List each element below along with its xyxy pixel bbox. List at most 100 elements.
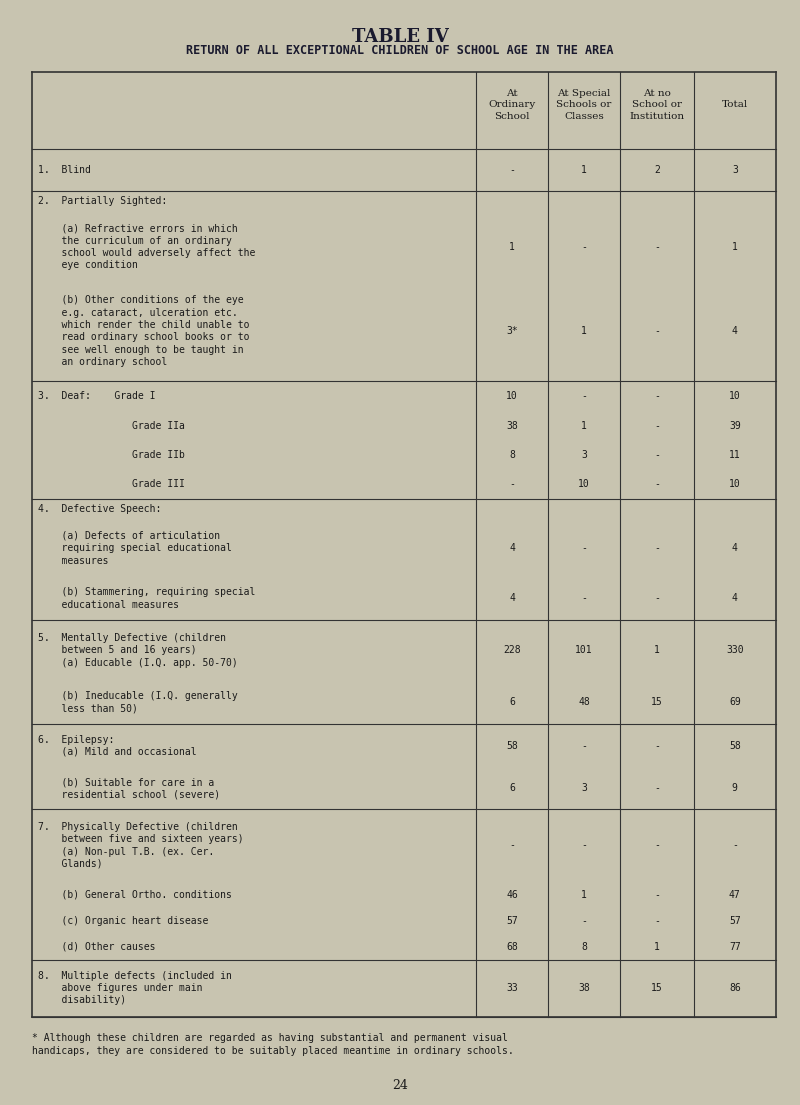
Text: 10: 10 (578, 480, 590, 490)
Text: -: - (581, 841, 587, 851)
Text: 4.  Defective Speech:: 4. Defective Speech: (38, 504, 162, 514)
Text: (d) Other causes: (d) Other causes (38, 941, 156, 951)
Text: 2.  Partially Sighted:: 2. Partially Sighted: (38, 196, 168, 206)
Text: 11: 11 (729, 450, 741, 461)
Text: 1: 1 (581, 421, 587, 431)
Text: 3.  Deaf:    Grade I: 3. Deaf: Grade I (38, 391, 156, 401)
Text: 4: 4 (509, 544, 515, 554)
Text: 4: 4 (732, 544, 738, 554)
Text: At
Ordinary
School: At Ordinary School (488, 88, 536, 122)
Text: At no
School or
Institution: At no School or Institution (630, 88, 684, 122)
Text: 7.  Physically Defective (children
    between five and sixteen years)
    (a) N: 7. Physically Defective (children betwee… (38, 822, 244, 869)
Text: 47: 47 (729, 890, 741, 899)
Text: -: - (654, 391, 660, 401)
Text: -: - (654, 544, 660, 554)
Text: (b) Stammering, requiring special
    educational measures: (b) Stammering, requiring special educat… (38, 587, 256, 610)
Text: RETURN OF ALL EXCEPTIONAL CHILDREN OF SCHOOL AGE IN THE AREA: RETURN OF ALL EXCEPTIONAL CHILDREN OF SC… (186, 44, 614, 57)
Text: TABLE IV: TABLE IV (352, 28, 448, 45)
Text: 228: 228 (503, 645, 521, 655)
Text: (a) Defects of articulation
    requiring special educational
    measures: (a) Defects of articulation requiring sp… (38, 530, 232, 566)
Text: 57: 57 (729, 916, 741, 926)
Text: -: - (654, 890, 660, 899)
Text: -: - (581, 916, 587, 926)
Text: 86: 86 (729, 983, 741, 993)
Text: -: - (509, 841, 515, 851)
Text: 39: 39 (729, 421, 741, 431)
Text: -: - (654, 450, 660, 461)
Text: (a) Refractive errors in which
    the curriculum of an ordinary
    school woul: (a) Refractive errors in which the curri… (38, 223, 256, 271)
Text: (b) Suitable for care in a
    residential school (severe): (b) Suitable for care in a residential s… (38, 777, 221, 800)
Text: -: - (654, 740, 660, 750)
Text: -: - (581, 544, 587, 554)
Text: 330: 330 (726, 645, 744, 655)
Text: 1: 1 (732, 242, 738, 252)
Text: 1: 1 (581, 165, 587, 175)
Text: 38: 38 (506, 421, 518, 431)
Text: 3: 3 (732, 165, 738, 175)
Text: 69: 69 (729, 697, 741, 707)
Text: (b) General Ortho. conditions: (b) General Ortho. conditions (38, 890, 232, 899)
Text: 4: 4 (732, 326, 738, 336)
Text: 1.  Blind: 1. Blind (38, 165, 91, 175)
Text: 8: 8 (581, 941, 587, 951)
Text: 15: 15 (651, 697, 662, 707)
Text: 2: 2 (654, 165, 660, 175)
Text: -: - (732, 841, 738, 851)
Text: -: - (654, 916, 660, 926)
Text: 3*: 3* (506, 326, 518, 336)
Text: 24: 24 (392, 1078, 408, 1092)
Text: At Special
Schools or
Classes: At Special Schools or Classes (556, 88, 612, 122)
Text: Grade IIb: Grade IIb (38, 450, 186, 461)
Text: 15: 15 (651, 983, 662, 993)
Text: -: - (581, 391, 587, 401)
Text: (b) Other conditions of the eye
    e.g. cataract, ulceration etc.
    which ren: (b) Other conditions of the eye e.g. cat… (38, 295, 250, 367)
Text: -: - (654, 242, 660, 252)
Text: 10: 10 (506, 391, 518, 401)
Text: -: - (654, 841, 660, 851)
Text: 101: 101 (575, 645, 593, 655)
Text: 58: 58 (506, 740, 518, 750)
Text: (c) Organic heart disease: (c) Organic heart disease (38, 916, 209, 926)
Text: 48: 48 (578, 697, 590, 707)
Text: 6: 6 (509, 697, 515, 707)
Text: 57: 57 (506, 916, 518, 926)
Text: 4: 4 (509, 593, 515, 603)
Text: -: - (654, 480, 660, 490)
Text: 6.  Epilepsy:
    (a) Mild and occasional: 6. Epilepsy: (a) Mild and occasional (38, 735, 197, 757)
Text: 10: 10 (729, 480, 741, 490)
Text: 5.  Mentally Defective (children
    between 5 and 16 years)
    (a) Educable (I: 5. Mentally Defective (children between … (38, 633, 238, 667)
Text: * Although these children are regarded as having substantial and permanent visua: * Although these children are regarded a… (32, 1033, 514, 1056)
Text: -: - (654, 421, 660, 431)
Text: -: - (581, 593, 587, 603)
Text: 46: 46 (506, 890, 518, 899)
Text: 1: 1 (654, 645, 660, 655)
Text: 3: 3 (581, 450, 587, 461)
Text: 68: 68 (506, 941, 518, 951)
Text: 77: 77 (729, 941, 741, 951)
Text: 58: 58 (729, 740, 741, 750)
Text: 9: 9 (732, 783, 738, 793)
Text: 3: 3 (581, 783, 587, 793)
Text: 1: 1 (509, 242, 515, 252)
Text: 8: 8 (509, 450, 515, 461)
Text: -: - (654, 593, 660, 603)
Text: 6: 6 (509, 783, 515, 793)
Text: 10: 10 (729, 391, 741, 401)
Text: 33: 33 (506, 983, 518, 993)
Text: 1: 1 (581, 326, 587, 336)
Text: (b) Ineducable (I.Q. generally
    less than 50): (b) Ineducable (I.Q. generally less than… (38, 691, 238, 714)
Text: 1: 1 (654, 941, 660, 951)
Text: 4: 4 (732, 593, 738, 603)
Text: Grade IIa: Grade IIa (38, 421, 186, 431)
Text: -: - (654, 326, 660, 336)
Text: Total: Total (722, 101, 748, 109)
Text: Grade III: Grade III (38, 480, 186, 490)
Text: -: - (654, 783, 660, 793)
Text: 1: 1 (581, 890, 587, 899)
Text: -: - (581, 740, 587, 750)
Text: 38: 38 (578, 983, 590, 993)
Text: -: - (581, 242, 587, 252)
Text: -: - (509, 480, 515, 490)
Text: 8.  Multiple defects (included in
    above figures under main
    disability): 8. Multiple defects (included in above f… (38, 970, 232, 1006)
Text: -: - (509, 165, 515, 175)
